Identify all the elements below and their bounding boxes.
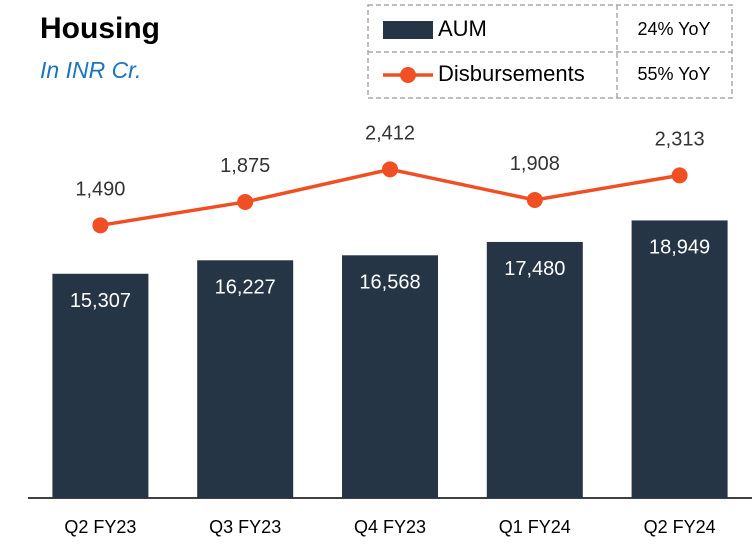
x-tick-label: Q2 FY24 (644, 517, 716, 537)
legend-yoy: 24% YoY (637, 19, 710, 39)
x-tick-label: Q3 FY23 (209, 517, 281, 537)
data-label: 16,227 (215, 277, 276, 299)
data-label: 16,568 (359, 272, 420, 294)
legend-yoy: 55% YoY (637, 64, 710, 84)
line-point (237, 193, 254, 210)
chart-subtitle: In INR Cr. (40, 57, 141, 83)
data-label: 1,490 (75, 179, 125, 201)
bar (197, 260, 294, 498)
legend-label: Disbursements (438, 61, 585, 86)
x-tick-label: Q4 FY23 (354, 517, 426, 537)
chart-title: Housing (40, 12, 160, 45)
data-label: 1,875 (220, 155, 270, 177)
line-point (92, 217, 109, 234)
legend-swatch (383, 21, 433, 39)
line-point (671, 167, 688, 184)
bar (342, 255, 438, 498)
line (100, 167, 680, 228)
legend-label: AUM (438, 16, 487, 41)
x-tick-label: Q1 FY24 (499, 517, 571, 537)
data-label: 2,412 (365, 123, 415, 145)
bar (631, 220, 728, 499)
data-label: 17,480 (504, 258, 565, 280)
legend (367, 4, 733, 99)
line-point (526, 191, 543, 208)
line-point (382, 161, 398, 178)
data-label: 18,949 (649, 237, 710, 259)
x-tick-label: Q2 FY23 (64, 517, 136, 537)
bar (52, 273, 149, 498)
data-label: 15,307 (70, 290, 131, 312)
data-label: 1,908 (510, 153, 560, 175)
legend-swatch (400, 67, 416, 83)
bar (486, 241, 583, 498)
data-label: 2,313 (655, 129, 705, 151)
